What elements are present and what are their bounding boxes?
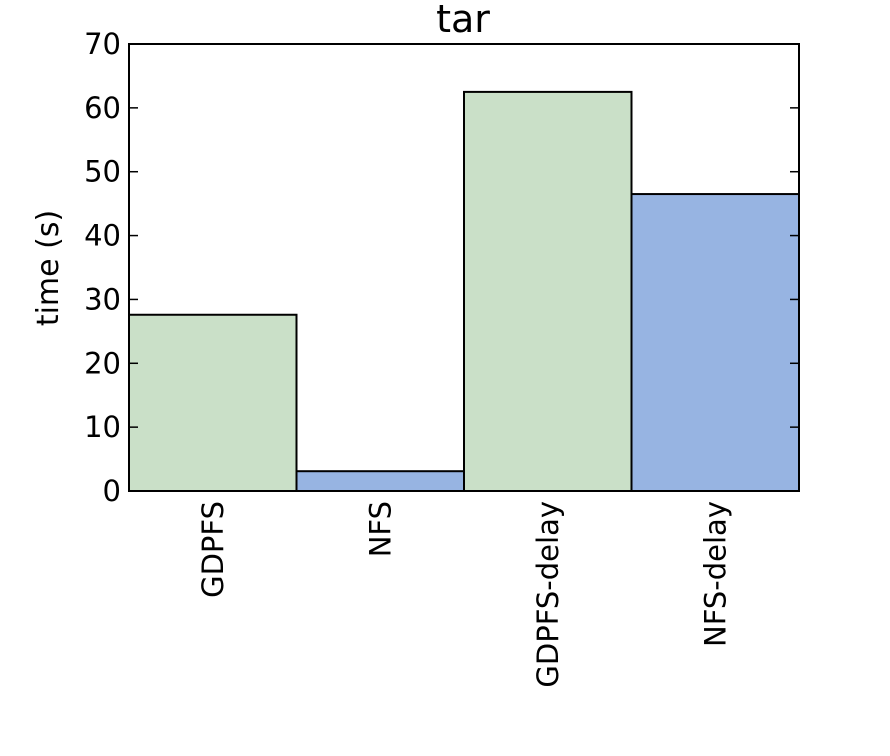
y-tick-label: 60 — [84, 91, 121, 125]
x-tick-label-gdpfs: GDPFS — [196, 501, 230, 598]
x-tick-label-gdpfs-delay: GDPFS-delay — [531, 501, 565, 688]
x-tick-labels-group: GDPFS NFS GDPFS-delay NFS-delay — [196, 501, 733, 688]
y-tick-label: 40 — [84, 219, 121, 253]
x-tick-label-nfs: NFS — [363, 501, 397, 557]
y-tick-label: 30 — [84, 282, 121, 316]
y-tick-label: 70 — [84, 27, 121, 61]
bar-nfs-delay — [630, 193, 800, 492]
chart-title: tar — [436, 0, 490, 41]
y-tick-label: 20 — [84, 346, 121, 380]
bar-nfs — [295, 470, 465, 492]
y-ticks-group: 0 10 20 30 40 50 60 70 — [84, 27, 799, 508]
plot-frame — [128, 43, 800, 492]
bars-group — [128, 90, 800, 493]
bar-gdpfs — [128, 313, 298, 492]
y-tick-label: 10 — [84, 410, 121, 444]
y-tick-label: 0 — [103, 474, 121, 508]
y-axis-label: time (s) — [31, 210, 66, 326]
x-tick-label-nfs-delay: NFS-delay — [698, 501, 732, 647]
y-tick-label: 50 — [84, 155, 121, 189]
bar-gdpfs-delay — [463, 90, 633, 493]
